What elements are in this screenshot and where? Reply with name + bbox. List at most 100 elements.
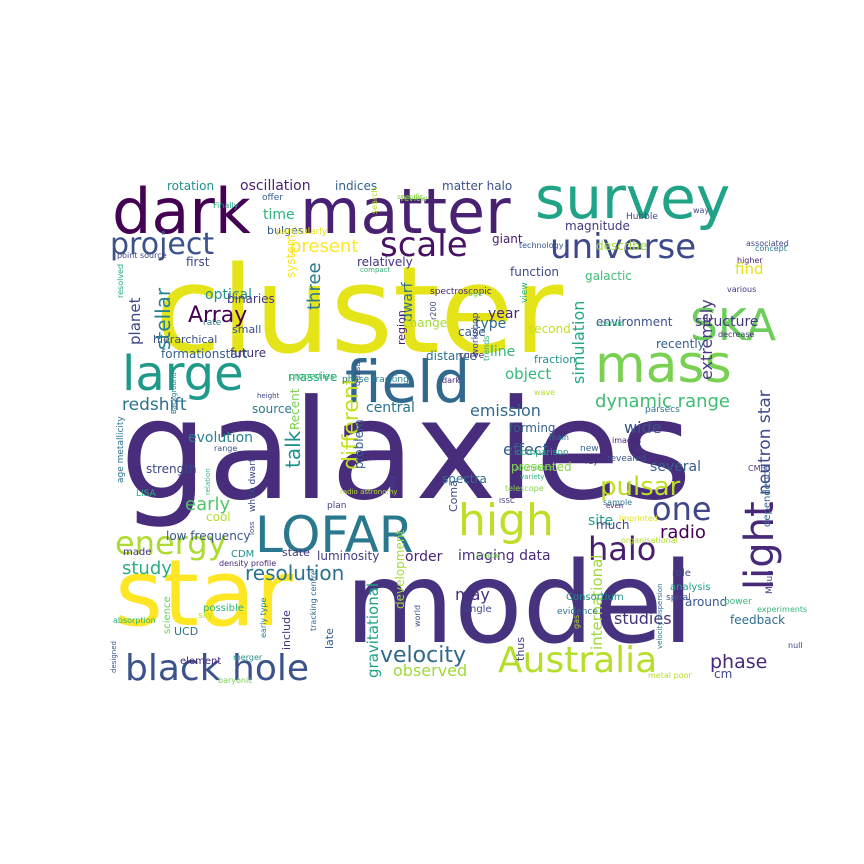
word-experiments: experiments: [757, 605, 807, 614]
word-forming: forming: [509, 421, 556, 435]
word-environment: environment: [596, 315, 673, 329]
word-site: site: [588, 513, 613, 529]
word-early-type: early type: [259, 597, 268, 638]
word-talk: talk: [281, 430, 305, 468]
word-sky: sky: [198, 611, 214, 621]
word-universe: universe: [550, 227, 696, 267]
word-comparison: comparison: [516, 448, 569, 458]
word-new: new: [580, 444, 599, 454]
word-neutron-star: neutron star: [755, 390, 775, 495]
word-specific: specific: [397, 193, 424, 201]
word-view: view: [520, 282, 530, 303]
word-energy: energy: [115, 524, 227, 562]
word-dwarf: dwarf: [400, 281, 416, 322]
word-project: project: [110, 227, 214, 262]
word-quasar: quasar: [353, 358, 362, 386]
word-curve: curve: [459, 351, 485, 361]
word-strength: strength: [146, 462, 197, 476]
word-spiral: spiral: [666, 593, 691, 603]
word-sample: sample: [603, 498, 632, 507]
word-galaxies: galaxies: [120, 370, 692, 531]
word-imprinted: imprinted: [619, 514, 658, 523]
word-lofar: LOFAR: [255, 506, 414, 564]
word-three: three: [304, 262, 325, 310]
word-presented: presented: [511, 460, 572, 474]
word-several: several: [650, 459, 701, 475]
word-region: region: [395, 310, 408, 345]
word-development: development: [393, 530, 407, 609]
word-hierarchical: hierarchical: [153, 333, 217, 346]
word-array: Array: [188, 303, 247, 328]
word-central: central: [366, 400, 415, 416]
word-observed: observed: [393, 661, 467, 680]
word-plan: plan: [327, 501, 346, 511]
word-large: large: [122, 346, 244, 402]
word-wave: wave: [534, 388, 555, 397]
word-concept: concept: [755, 244, 787, 253]
word-second: second: [528, 322, 571, 336]
word-gas: gas: [572, 615, 581, 629]
word-fraction: fraction: [534, 353, 576, 366]
word-role: role: [672, 568, 691, 579]
word-range: range: [214, 444, 237, 453]
word-finally: Finally: [213, 201, 239, 210]
word-way: way: [693, 206, 709, 215]
word-age-metallicity: age metallicity: [116, 416, 126, 483]
word-various: various: [727, 285, 756, 294]
word-recent: Recent: [288, 388, 302, 430]
word-tracking-centre: tracking centre: [309, 570, 318, 631]
word-phase-tracking: phase tracking: [342, 375, 409, 385]
word-possible: possible: [203, 603, 244, 614]
word-spectra: spectra: [442, 472, 487, 486]
word-source: source: [252, 402, 292, 416]
word-optical: optical: [205, 287, 252, 303]
word-redshift: redshift: [122, 395, 187, 415]
word-much: much: [596, 518, 630, 532]
word-ska: SKA: [690, 300, 776, 351]
word-msun: Msun: [765, 570, 775, 594]
word-density-profile: density profile: [219, 559, 276, 568]
word-feedback: feedback: [730, 613, 785, 627]
word-study: study: [122, 558, 172, 579]
word-change: change: [403, 316, 447, 330]
word-parsecs: parsecs: [645, 405, 680, 415]
word-relation: relation: [204, 468, 212, 495]
word-cmb: CMB: [748, 464, 766, 473]
word-early: early: [185, 494, 231, 515]
word-one: one: [652, 490, 712, 528]
word-scale: scale: [380, 225, 468, 265]
word-consortium: Consortium: [566, 592, 624, 603]
word-survey: survey: [535, 164, 730, 232]
word-simulation: simulation: [569, 301, 588, 384]
word-technology: technology: [519, 241, 564, 250]
word-main: main: [549, 433, 569, 442]
word-studies: studies: [614, 609, 672, 628]
word-international: international: [588, 555, 606, 650]
word-dependence: dependence: [762, 465, 773, 527]
word-may: may: [455, 585, 490, 604]
word-dark: dark: [442, 376, 460, 385]
word-formationstart: formationstart: [161, 347, 248, 361]
word-late: late: [323, 628, 336, 649]
word-planet: planet: [126, 297, 144, 345]
word-massive: massive: [288, 370, 337, 384]
word-evidence: evidence: [557, 607, 598, 617]
word-gravitational: gravitational: [364, 583, 382, 678]
word-luminosity: luminosity: [317, 549, 379, 563]
word-recently: recently: [656, 337, 705, 351]
word-describe: describe: [596, 239, 647, 253]
word-bulges: bulges: [267, 224, 304, 237]
word-australia: Australia: [498, 640, 657, 681]
word-power: power: [724, 597, 752, 607]
word-analysis: analysis: [670, 582, 711, 593]
word-year: year: [488, 306, 519, 322]
word-velocity-dispersion: velocity dispersion: [656, 583, 664, 649]
word-merger: merger: [233, 653, 263, 662]
word-properties: properties: [289, 372, 335, 382]
word-rate: rate: [203, 318, 222, 328]
word-thus: thus: [514, 637, 527, 661]
word-spectroscopic: spectroscopic: [430, 287, 492, 297]
word-issc: ISSC: [499, 497, 515, 505]
word-object: object: [505, 365, 551, 383]
word-type: type: [475, 316, 506, 332]
